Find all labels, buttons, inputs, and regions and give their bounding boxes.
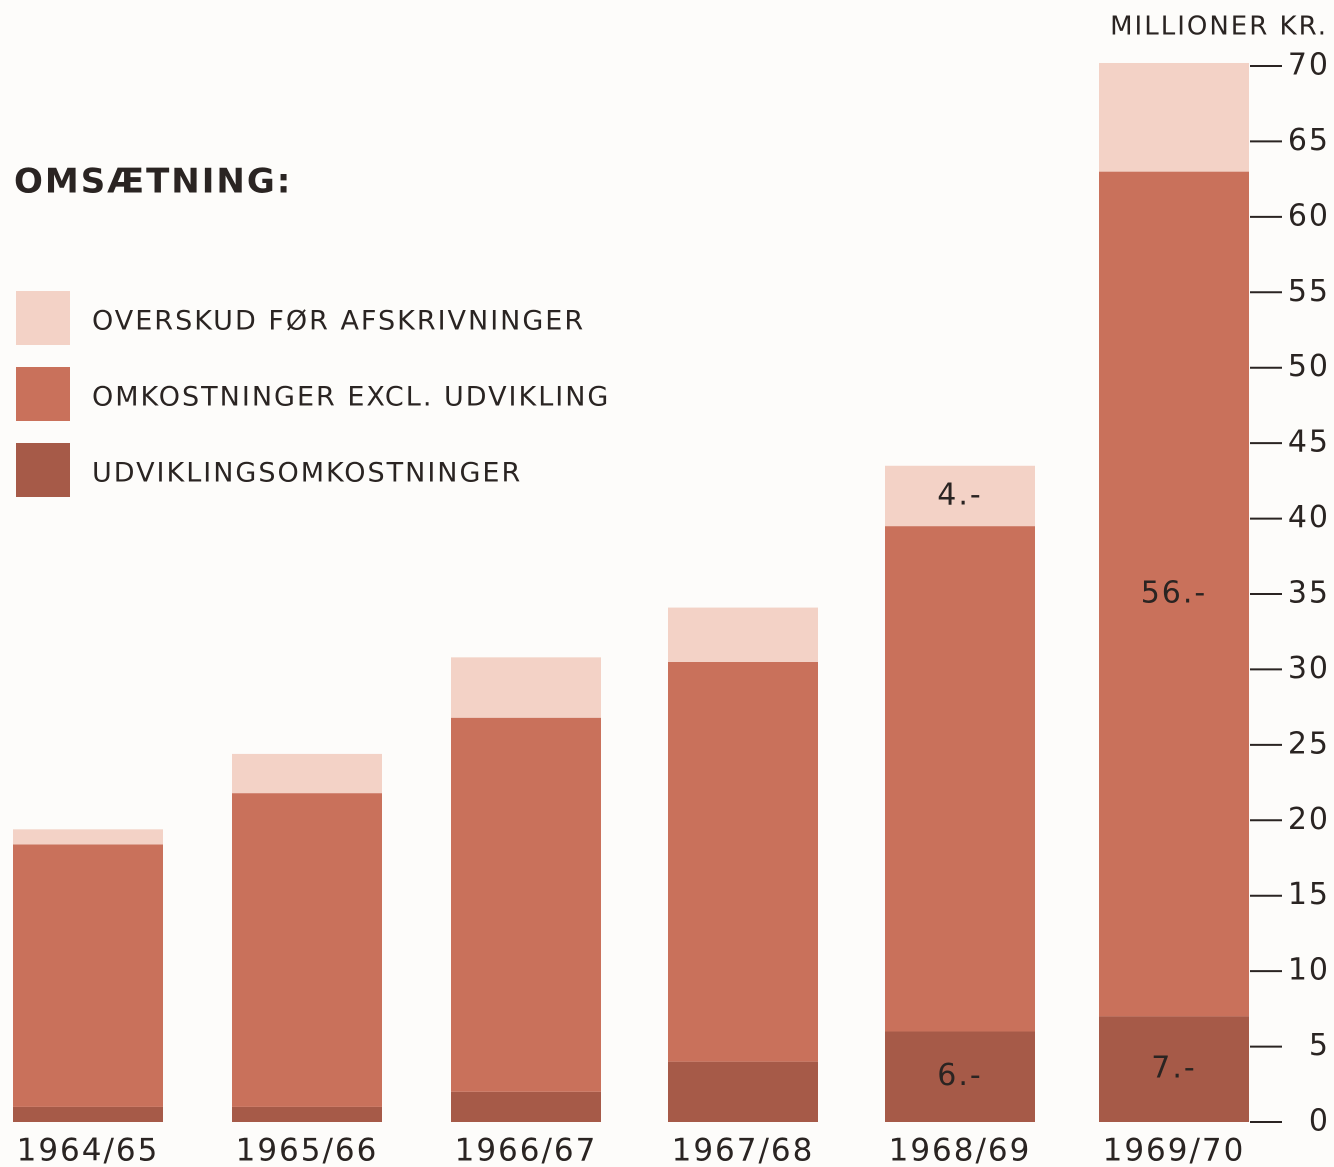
y-tick-label: 65 [1288,123,1330,158]
bar-segment [668,661,818,1062]
chart-title: OMSÆTNING: [14,162,292,202]
x-tick-label: 1967/68 [672,1133,815,1167]
bar-segment [885,1031,1035,1122]
x-tick-label: 1966/67 [455,1133,598,1167]
x-tick-label: 1968/69 [889,1133,1032,1167]
y-tick-label: 40 [1288,500,1330,535]
bar-segment [13,829,163,845]
bar-segment [885,526,1035,1032]
legend-label: OVERSKUD FØR AFSKRIVNINGER [92,306,585,337]
y-tick-label: 70 [1288,48,1330,83]
bar-segment [1099,171,1249,1017]
bar-segment [232,1106,382,1122]
y-tick-label: 50 [1288,349,1330,384]
legend-label: OMKOSTNINGER EXCL. UDVIKLING [92,382,610,413]
legend-swatch [16,367,70,421]
y-tick-label: 0 [1309,1104,1330,1139]
value-label: 7.- [1151,1051,1196,1086]
y-tick-label: 35 [1288,576,1330,611]
legend-swatch [16,291,70,345]
value-label: 4.- [937,477,982,512]
x-tick-label: 1965/66 [236,1133,379,1167]
y-axis-label: MILLIONER KR. [1110,12,1328,42]
y-tick-label: 15 [1288,877,1330,912]
y-tick-label: 55 [1288,274,1330,309]
bar-segment [451,717,601,1092]
bar-segment [885,465,1035,527]
legend-label: UDVIKLINGSOMKOSTNINGER [92,458,522,489]
bar-segment [451,1091,601,1122]
value-label: 6.- [937,1058,982,1093]
y-tick-label: 5 [1309,1028,1330,1063]
value-label: 56.- [1141,576,1208,611]
bar-segment [668,607,818,662]
y-tick-label: 10 [1288,953,1330,988]
y-tick-label: 25 [1288,726,1330,761]
bar-segment [1099,1016,1249,1122]
y-tick-label: 60 [1288,198,1330,233]
x-tick-label: 1964/65 [17,1133,160,1167]
x-tick-label: 1969/70 [1103,1133,1246,1167]
bar-segment [1099,62,1249,172]
bar-segment [451,657,601,718]
bar-segment [13,844,163,1107]
bar-segment [232,753,382,794]
y-tick-label: 20 [1288,802,1330,837]
y-tick-label: 45 [1288,425,1330,460]
bar-segment [13,1106,163,1122]
bar-segment [232,793,382,1107]
y-tick-label: 30 [1288,651,1330,686]
legend-swatch [16,443,70,497]
bar-segment [668,1061,818,1122]
